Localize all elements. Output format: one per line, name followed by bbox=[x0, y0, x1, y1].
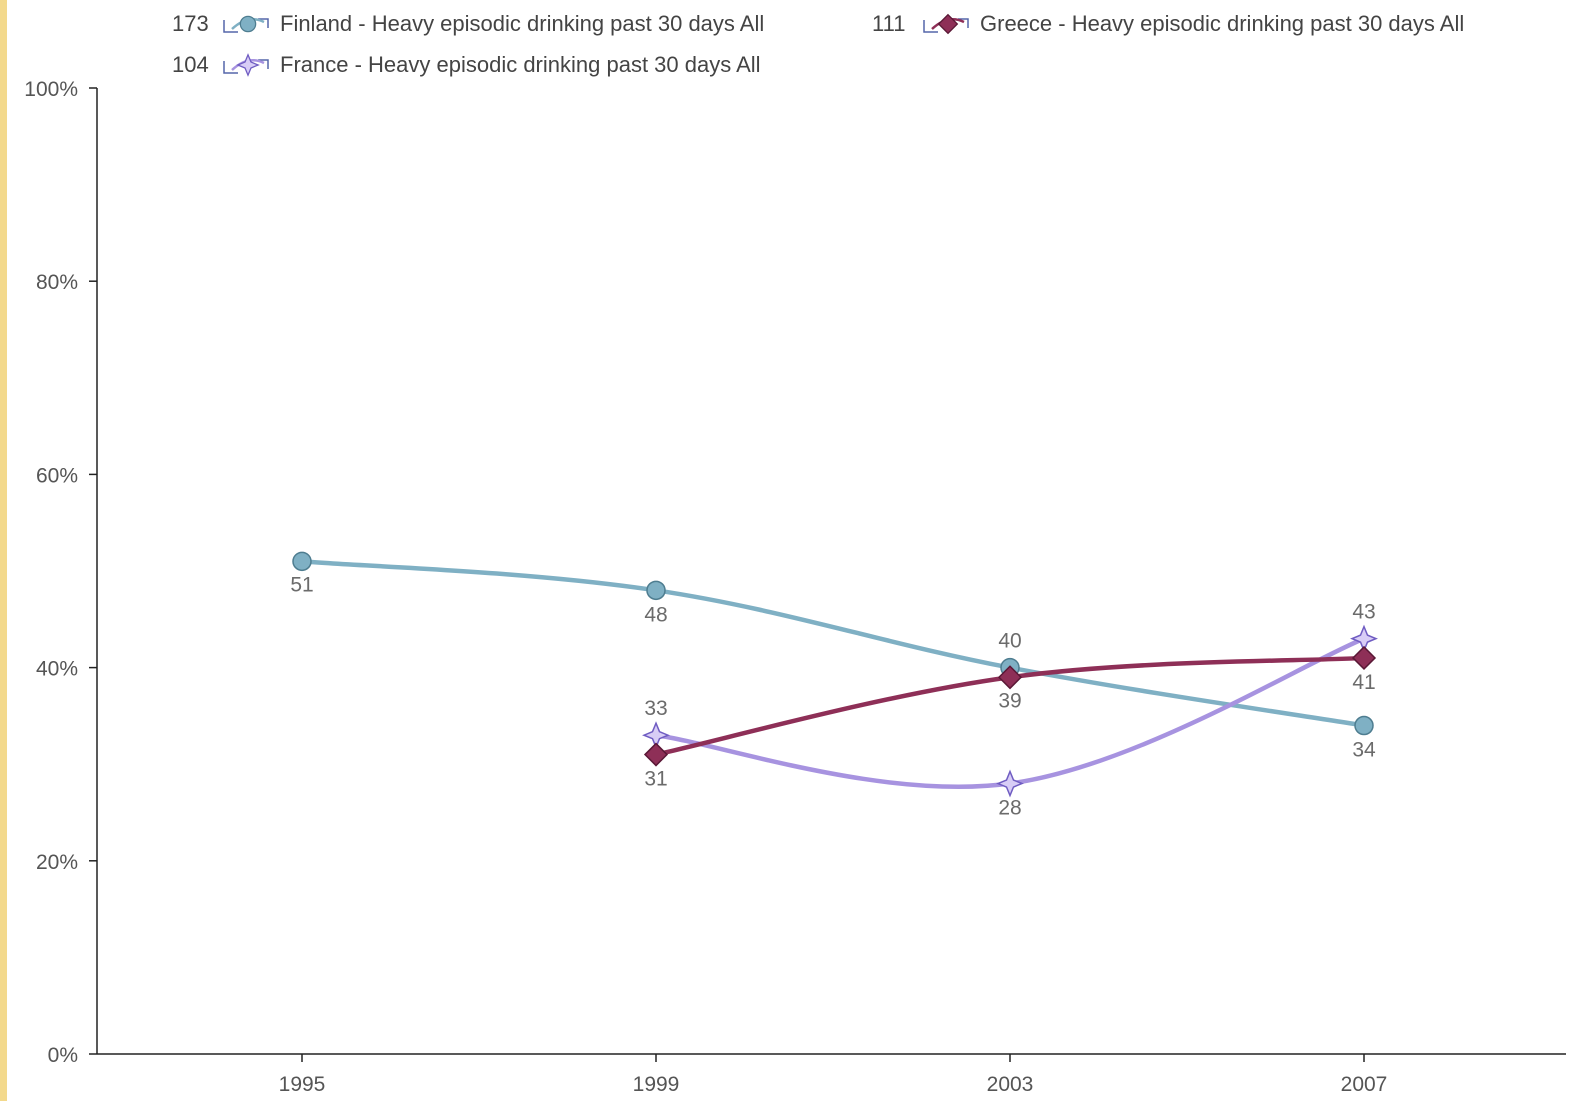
data-point-france bbox=[996, 769, 1024, 798]
x-tick-label: 2007 bbox=[1341, 1073, 1388, 1096]
legend-marker-icon bbox=[239, 15, 257, 33]
left-edge-strip bbox=[0, 0, 7, 1101]
data-label-greece: 41 bbox=[1352, 671, 1375, 694]
data-labels: 51 48 40 34 33 28 43 31 39 41 bbox=[290, 573, 1376, 819]
legend-bracket-left bbox=[223, 61, 238, 74]
y-tick-label: 80% bbox=[36, 271, 78, 294]
legend-bracket-right bbox=[258, 18, 269, 28]
legend-code: 104 bbox=[172, 52, 209, 77]
data-label-finland: 48 bbox=[644, 603, 667, 626]
y-tick-label: 40% bbox=[36, 658, 78, 681]
axes: 0% 20% 40% 60% 80% 100% 1995 1999 2003 2007 bbox=[24, 78, 1566, 1096]
y-tick-label: 20% bbox=[36, 851, 78, 874]
x-tick-label: 2003 bbox=[987, 1073, 1034, 1096]
legend-series-name: Greece - Heavy episodic drinking past 30… bbox=[980, 11, 1464, 36]
legend: 173 Finland - Heavy episodic drinking pas… bbox=[172, 11, 1464, 77]
legend-item-france[interactable]: 104 France - Heavy episodic drinking past… bbox=[172, 52, 761, 77]
data-point-finland bbox=[292, 551, 312, 572]
y-tick-label: 0% bbox=[48, 1044, 78, 1067]
data-point-finland bbox=[646, 580, 666, 601]
legend-bracket-left bbox=[923, 20, 938, 33]
data-label-greece: 39 bbox=[998, 689, 1021, 712]
legend-marker-icon bbox=[236, 53, 260, 77]
legend-series-name: France - Heavy episodic drinking past 30… bbox=[280, 52, 761, 77]
data-point-greece bbox=[643, 742, 669, 767]
data-label-france: 33 bbox=[644, 697, 667, 720]
data-label-finland: 40 bbox=[998, 630, 1021, 653]
data-label-finland: 51 bbox=[290, 573, 313, 596]
series-layer bbox=[292, 551, 1378, 798]
legend-bracket-right bbox=[958, 18, 969, 28]
legend-bracket-left bbox=[223, 20, 238, 33]
data-label-france: 28 bbox=[998, 797, 1021, 820]
x-tick-label: 1999 bbox=[633, 1073, 680, 1096]
legend-code: 173 bbox=[172, 11, 209, 36]
data-point-greece bbox=[1351, 645, 1377, 671]
series-line-finland bbox=[299, 559, 1367, 728]
data-label-finland: 34 bbox=[1352, 739, 1376, 762]
legend-series-name: Finland - Heavy episodic drinking past 3… bbox=[280, 11, 764, 36]
legend-marker-icon bbox=[937, 13, 959, 35]
y-tick-label: 100% bbox=[24, 78, 78, 101]
y-tick-label: 60% bbox=[36, 464, 78, 487]
legend-code: 111 bbox=[872, 11, 905, 36]
data-point-greece bbox=[997, 665, 1023, 690]
data-point-finland bbox=[1354, 715, 1374, 736]
legend-item-greece[interactable]: 111 Greece - Heavy episodic drinking past… bbox=[872, 11, 1464, 36]
data-label-greece: 31 bbox=[644, 768, 667, 791]
legend-item-finland[interactable]: 173 Finland - Heavy episodic drinking pas… bbox=[172, 11, 764, 36]
x-tick-label: 1995 bbox=[279, 1073, 326, 1096]
legend-bracket-right bbox=[258, 59, 269, 69]
data-label-france: 43 bbox=[1352, 601, 1375, 624]
